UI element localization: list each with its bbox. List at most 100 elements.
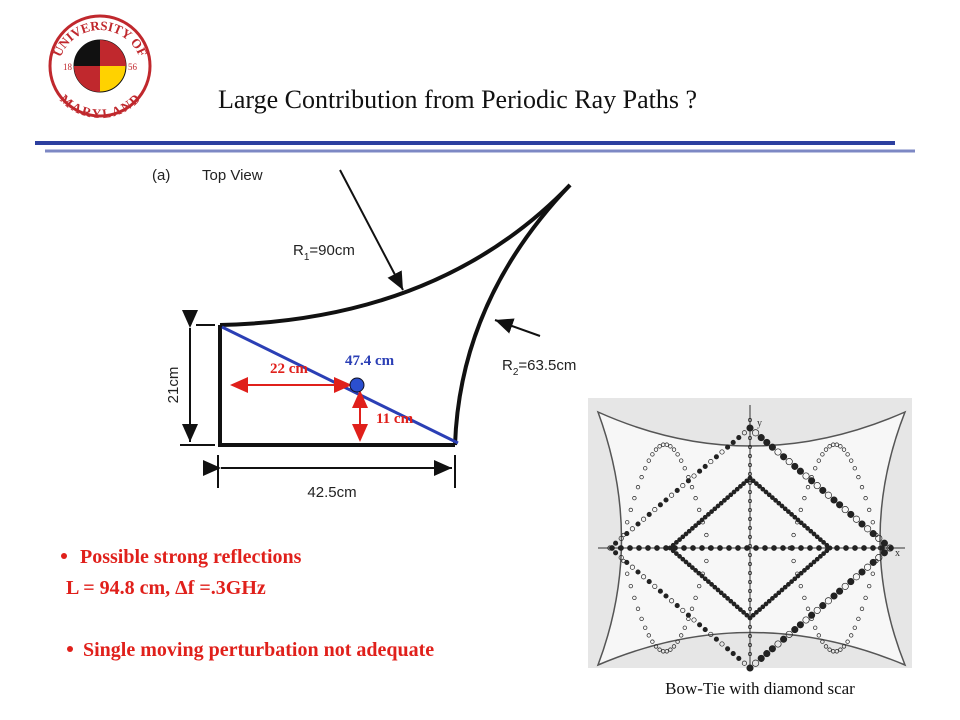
scar-dot (632, 495, 637, 501)
scar-dot (646, 633, 651, 638)
scar-dot (674, 540, 679, 545)
figure: y x (588, 398, 912, 672)
scar-dot (748, 643, 752, 647)
scar-dot (715, 587, 721, 593)
scar-dot (661, 442, 666, 447)
scar-dot (725, 646, 731, 652)
scar-dot (728, 492, 734, 498)
scar-dot (635, 606, 641, 611)
scar-dot (843, 545, 849, 551)
scar-dot (874, 532, 879, 538)
scar-dot (786, 509, 791, 514)
scar-dot (748, 445, 752, 449)
scar-dot (795, 517, 801, 523)
scar-dot (722, 593, 727, 598)
scar-dot (748, 454, 752, 458)
scar-dot (632, 595, 637, 601)
scar-dot (653, 644, 659, 649)
scar-dot (847, 578, 855, 586)
scar-dot (696, 570, 702, 576)
scar-dot (838, 647, 843, 652)
scar-dot (725, 596, 730, 601)
scar-dot (847, 510, 855, 518)
scar-dot (748, 472, 752, 476)
scar-dot (808, 562, 814, 568)
scar-dot (741, 430, 747, 436)
scar-dot (748, 634, 752, 638)
r1-label: R1=90cm (293, 242, 355, 263)
scar-dot (827, 444, 832, 449)
scar-dot (643, 625, 648, 630)
scar-dot (641, 516, 647, 522)
scar-dot (849, 633, 854, 638)
scar-dot (709, 509, 714, 514)
scar-dot (709, 582, 714, 587)
dx-label: 22 cm (270, 361, 308, 377)
scar-dot (706, 579, 711, 584)
scar-dot (748, 490, 752, 494)
scar-dot (748, 607, 752, 611)
scar-dot (690, 545, 696, 551)
scar-dot (699, 517, 705, 523)
scar-dot (824, 491, 832, 499)
scar-dot (774, 448, 782, 456)
scar-dot (641, 574, 647, 580)
perturbation (349, 377, 365, 393)
scar-dot (663, 593, 669, 599)
scar-dot (748, 535, 752, 539)
dy-label: 11 cm (376, 411, 414, 427)
scar-dot (685, 612, 691, 618)
scar-dot (748, 580, 752, 584)
scar-dot (748, 652, 752, 656)
scar-dot (852, 466, 857, 471)
scar-dot (677, 537, 682, 542)
scar-dot (731, 601, 737, 607)
scar-dot (785, 630, 793, 638)
scar-dot (748, 553, 752, 557)
logo-year: 18 (63, 62, 73, 72)
scar-dot (748, 508, 752, 512)
scar-dot (748, 544, 752, 548)
scar-dot (639, 616, 644, 622)
scar-dot (674, 487, 680, 493)
scar-dot (875, 534, 883, 542)
scar-dot (646, 579, 652, 585)
height-label: 21cm (165, 367, 182, 404)
scar-dot (870, 545, 876, 551)
scar-dot (811, 531, 817, 537)
scar-dot (763, 650, 771, 658)
scar-dot (668, 444, 673, 449)
scar-dot (820, 639, 825, 644)
scar-dot (859, 606, 865, 611)
scar-dot (760, 486, 766, 492)
scar-dot (621, 558, 626, 564)
scar-dot (717, 545, 723, 551)
scar-dot (766, 598, 772, 604)
scar-dot (816, 633, 821, 638)
scar-dot (643, 466, 648, 471)
scar-dot (874, 558, 879, 564)
scar-dot (748, 526, 752, 530)
scar-dot (789, 512, 794, 517)
scar-dot (802, 568, 807, 573)
scar-dot (798, 520, 804, 526)
scar-dot (776, 500, 782, 506)
scar-dot (725, 495, 730, 500)
scar-dot (746, 664, 754, 672)
scar-dot (675, 452, 680, 457)
scar-dot (719, 449, 725, 455)
scar-dot (699, 545, 705, 551)
scar-dot (808, 477, 816, 485)
scar-dot (708, 545, 714, 551)
scar-dot (748, 562, 752, 566)
scar-dot (744, 478, 750, 484)
scar-dot (697, 507, 702, 513)
scar-dot (675, 639, 680, 644)
scar-dot (792, 514, 798, 520)
scar-dot (813, 466, 818, 471)
scar-dot (750, 478, 756, 484)
scar-dot (819, 486, 827, 494)
scar-dot (680, 607, 686, 613)
scar-dot (752, 429, 760, 437)
scar-dot (798, 583, 803, 589)
